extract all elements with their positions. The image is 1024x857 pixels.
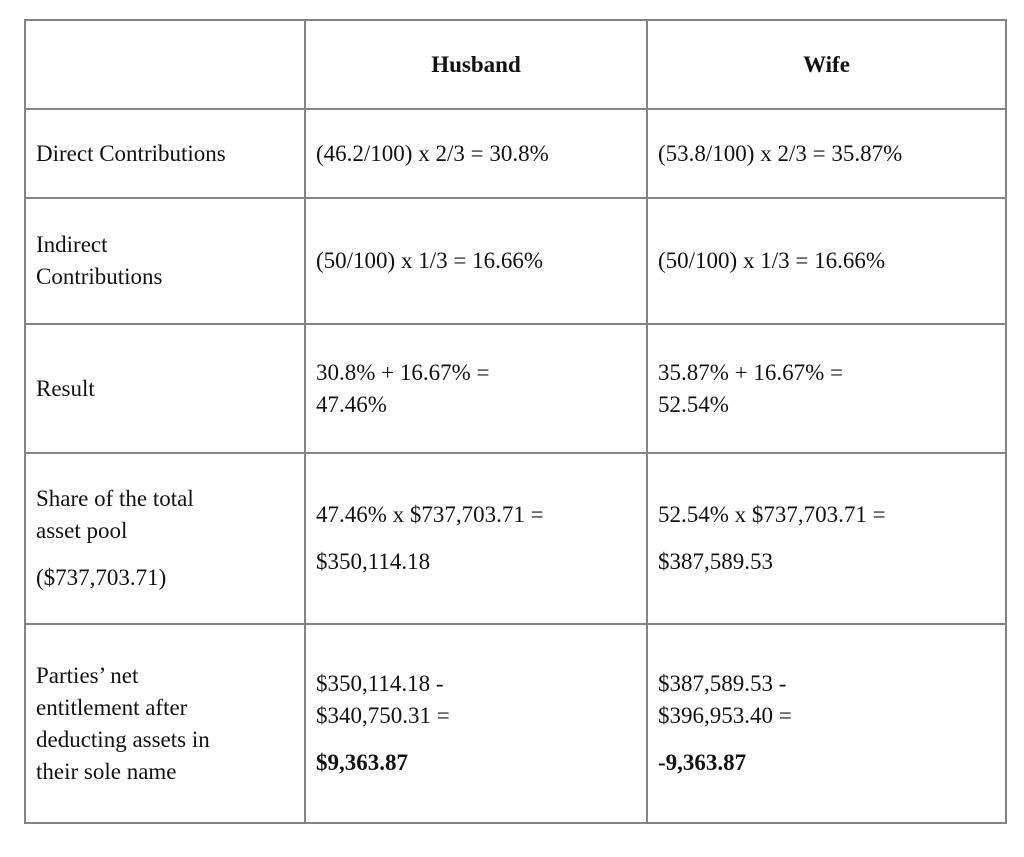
cell-paragraph: 52.54% x $737,703.71 = (658, 502, 886, 527)
cell-paragraph: Result (36, 375, 95, 401)
husband-value-cell: (46.2/100) x 2/3 = 30.8% (304, 108, 648, 199)
cell-paragraph: $387,589.53 (658, 549, 773, 574)
cell-paragraph: (53.8/100) x 2/3 = 35.87% (658, 140, 903, 166)
header-row: Husband Wife (24, 19, 1007, 110)
table-body: Direct Contributions (46.2/100) x 2/3 = 3… (24, 108, 1007, 824)
table-row: Parties’ net entitlement after deducting a… (24, 623, 1007, 824)
wife-value-cell: 52.54% x $737,703.71 = $387,589.53 (646, 452, 1007, 625)
cell-paragraph: $9,363.87 (316, 750, 408, 775)
wife-value-cell: (50/100) x 1/3 = 16.66% (646, 197, 1007, 325)
cell-paragraph: 35.87% + 16.67% = 52.54% (658, 359, 844, 417)
contributions-calculation-table: Husband Wife Direct Contributions (46.2/1… (24, 19, 1007, 824)
row-label-cell: Share of the total asset pool ($737,703.71… (24, 452, 306, 625)
husband-value-cell: 30.8% + 16.67% = 47.46% (304, 323, 648, 454)
header-cell-husband: Husband (304, 19, 648, 110)
husband-value-cell: (50/100) x 1/3 = 16.66% (304, 197, 648, 325)
cell-paragraph: (50/100) x 1/3 = 16.66% (658, 248, 885, 273)
cell-paragraph: Share of the total asset pool (36, 486, 194, 543)
row-label-cell: Parties’ net entitlement after deducting a… (24, 623, 306, 824)
cell-paragraph: ($737,703.71) (36, 565, 167, 590)
table-row: Share of the total asset pool ($737,703.71… (24, 452, 1007, 625)
table-header: Husband Wife (24, 19, 1007, 110)
cell-paragraph: $387,589.53 - $396,953.40 = (658, 671, 792, 728)
cell-paragraph: 47.46% x $737,703.71 = (316, 502, 544, 527)
husband-value-cell: $350,114.18 - $340,750.31 = $9,363.87 (304, 623, 648, 824)
table-row: Result 30.8% + 16.67% = 47.46% 35.87% + 16.… (24, 323, 1007, 454)
row-label-cell: Direct Contributions (24, 108, 306, 199)
cell-paragraph: $350,114.18 (316, 549, 431, 574)
wife-value-cell: $387,589.53 - $396,953.40 = -9,363.87 (646, 623, 1007, 824)
cell-paragraph: (46.2/100) x 2/3 = 30.8% (316, 140, 549, 166)
row-label-cell: Result (24, 323, 306, 454)
header-cell-empty (24, 19, 306, 110)
wife-value-cell: 35.87% + 16.67% = 52.54% (646, 323, 1007, 454)
table-row: Indirect Contributions (50/100) x 1/3 = 16… (24, 197, 1007, 325)
row-label-cell: Indirect Contributions (24, 197, 306, 325)
wife-value-cell: (53.8/100) x 2/3 = 35.87% (646, 108, 1007, 199)
cell-paragraph: Parties’ net entitlement after deducting a… (36, 662, 210, 784)
table-row: Direct Contributions (46.2/100) x 2/3 = 3… (24, 108, 1007, 199)
cell-paragraph: 30.8% + 16.67% = 47.46% (316, 359, 490, 417)
husband-value-cell: 47.46% x $737,703.71 = $350,114.18 (304, 452, 648, 625)
cell-paragraph: Indirect Contributions (36, 232, 163, 289)
cell-paragraph: (50/100) x 1/3 = 16.66% (316, 248, 543, 273)
header-cell-wife: Wife (646, 19, 1007, 110)
cell-paragraph: -9,363.87 (658, 750, 747, 775)
cell-paragraph: $350,114.18 - $340,750.31 = (316, 671, 450, 728)
cell-paragraph: Direct Contributions (36, 140, 226, 166)
